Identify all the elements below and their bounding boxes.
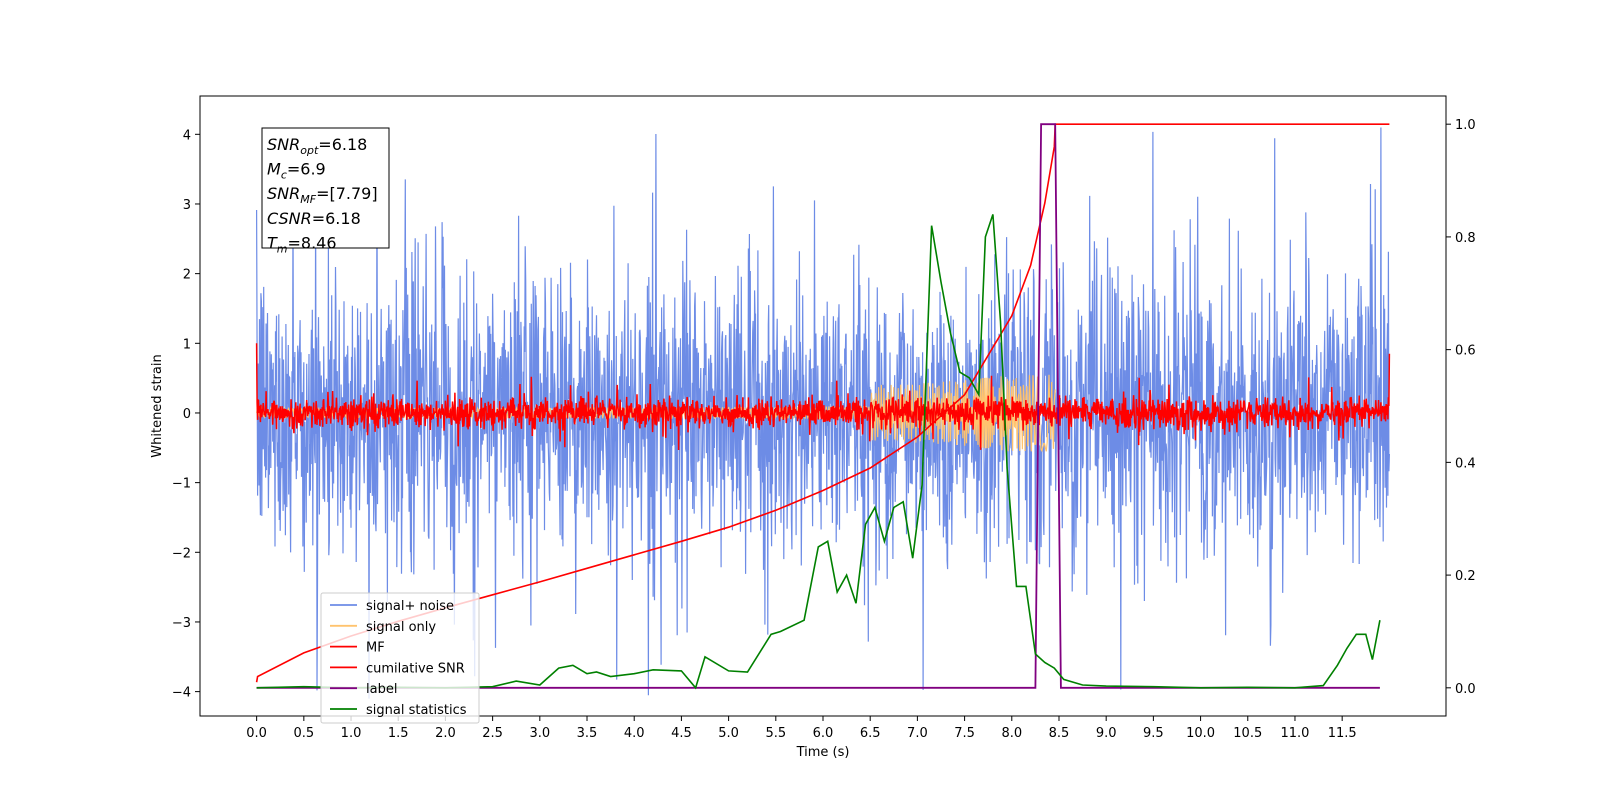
annotation-line: SNRMF=[7.79] — [267, 184, 378, 206]
x-tick-label: 1.5 — [388, 726, 409, 741]
x-tick-label: 0.0 — [246, 726, 267, 741]
annotation-line: SNRopt=6.18 — [267, 135, 367, 157]
x-axis-label: Time (s) — [796, 745, 850, 760]
x-tick-label: 11.5 — [1328, 726, 1357, 741]
legend-label: signal only — [366, 620, 436, 635]
y-axis-right: 1.0 0.8 0.6 0.4 0.2 0.0 — [1446, 118, 1476, 697]
legend-frame — [320, 592, 480, 724]
y-tick-label: −3 — [172, 616, 191, 631]
legend-label: signal statistics — [366, 703, 467, 718]
y-tick-label: 1 — [183, 337, 191, 352]
x-tick-label: 3.0 — [529, 726, 550, 741]
y2-tick-label: 0.6 — [1455, 344, 1476, 359]
mf-series — [255, 343, 1391, 451]
annotation-frame — [261, 127, 390, 249]
legend: signal+ noise signal only MF cumilative SNR… — [320, 592, 480, 724]
mf-line — [255, 343, 1391, 451]
signal-statistics-line — [256, 214, 1381, 690]
x-tick-label: 7.0 — [907, 726, 928, 741]
y-tick-label: −1 — [172, 477, 191, 492]
x-axis: 0.0 0.5 1.0 1.5 2.0 2.5 3.0 3.5 4.0 4.5 5.0 5.5 6.0 6… — [246, 716, 1357, 741]
x-tick-label: 10.0 — [1186, 726, 1215, 741]
x-tick-label: 1.0 — [341, 726, 362, 741]
y-tick-label: 2 — [183, 268, 191, 283]
y-tick-label: 3 — [183, 198, 191, 213]
annotation-line: CSNR=6.18 — [267, 209, 361, 228]
x-tick-label: 9.5 — [1143, 726, 1164, 741]
y2-tick-label: 0.0 — [1455, 682, 1476, 697]
annotation-line: Tm=8.46 — [267, 233, 337, 255]
x-tick-label: 8.5 — [1049, 726, 1070, 741]
y2-tick-label: 0.2 — [1455, 569, 1476, 584]
x-tick-label: 10.5 — [1233, 726, 1262, 741]
y2-tick-label: 0.4 — [1455, 456, 1476, 471]
y-tick-label: −4 — [172, 686, 191, 701]
legend-label: label — [366, 682, 397, 697]
annotation-line: Mc=6.9 — [267, 160, 326, 182]
x-tick-label: 5.0 — [718, 726, 739, 741]
y-axis-label: Whitened strain — [150, 354, 165, 457]
x-tick-label: 7.5 — [954, 726, 975, 741]
x-tick-label: 2.0 — [435, 726, 456, 741]
x-tick-label: 0.5 — [293, 726, 314, 741]
x-tick-label: 6.5 — [860, 726, 881, 741]
y-tick-label: 0 — [183, 407, 191, 422]
x-tick-label: 6.0 — [813, 726, 834, 741]
x-tick-label: 3.5 — [577, 726, 598, 741]
x-tick-label: 8.0 — [1001, 726, 1022, 741]
y-tick-label: 4 — [183, 128, 191, 143]
x-tick-label: 4.5 — [671, 726, 692, 741]
x-tick-label: 5.5 — [765, 726, 786, 741]
x-tick-label: 4.0 — [624, 726, 645, 741]
y-axis-left: 4 3 2 1 0 −1 −2 −3 −4 — [172, 128, 200, 701]
x-tick-label: 9.0 — [1096, 726, 1117, 741]
label-line — [256, 123, 1380, 689]
x-tick-label: 2.5 — [482, 726, 503, 741]
x-tick-label: 11.0 — [1280, 726, 1309, 741]
legend-label: cumilative SNR — [366, 661, 465, 676]
legend-label: signal+ noise — [366, 599, 454, 614]
y2-tick-label: 1.0 — [1455, 118, 1476, 133]
y-tick-label: −2 — [172, 546, 191, 561]
legend-label: MF — [366, 641, 385, 656]
y2-tick-label: 0.8 — [1455, 231, 1476, 246]
